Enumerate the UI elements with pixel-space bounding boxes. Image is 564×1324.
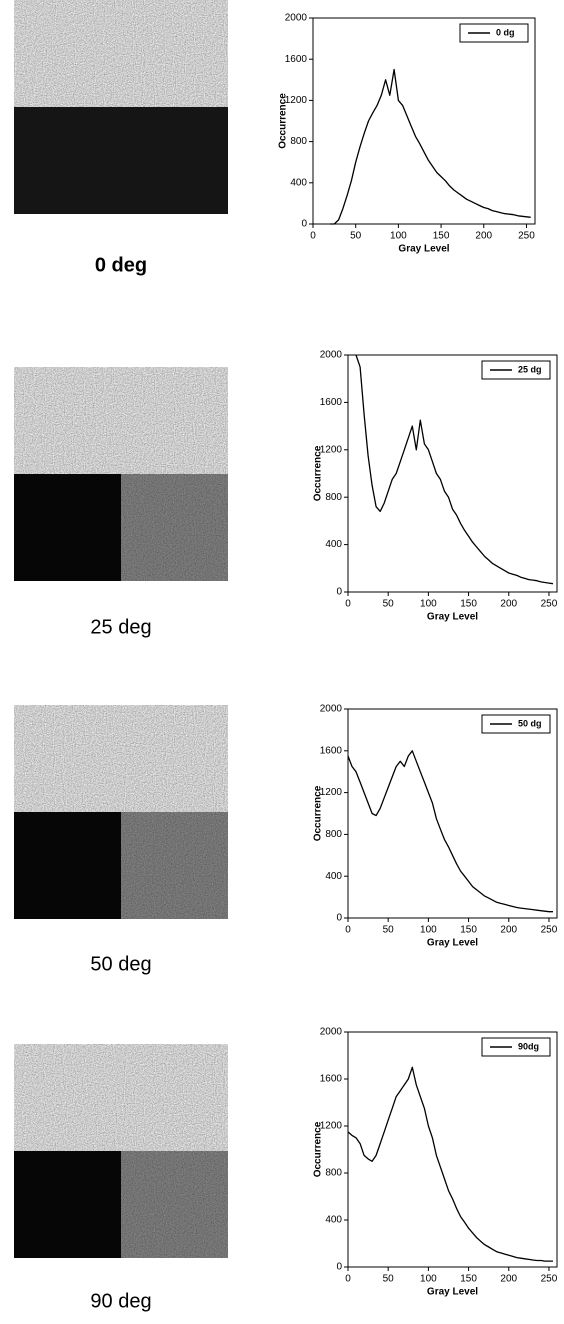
x-tick-label: 0 — [345, 925, 351, 936]
y-tick-label: 1200 — [320, 787, 343, 798]
y-axis-label: Occurrence — [313, 785, 324, 841]
y-tick-label: 400 — [290, 177, 307, 188]
legend-label: 25 dg — [518, 364, 542, 374]
x-tick-label: 50 — [350, 231, 362, 242]
y-tick-label: 1600 — [285, 54, 308, 65]
legend-box — [459, 23, 529, 43]
caption: 50 deg — [90, 953, 151, 975]
image-top — [14, 705, 228, 812]
x-tick-label: 50 — [383, 925, 395, 936]
x-tick-label: 200 — [500, 925, 517, 936]
y-tick-label: 1200 — [320, 444, 343, 455]
plot-frame — [312, 17, 536, 225]
x-tick-label: 250 — [541, 599, 558, 610]
y-tick-label: 400 — [325, 1215, 342, 1226]
y-tick-label: 0 — [336, 587, 342, 598]
x-tick-label: 100 — [420, 925, 437, 936]
image-top — [14, 0, 228, 107]
data-line — [347, 750, 553, 913]
legend-box — [481, 360, 551, 380]
x-tick-label: 250 — [541, 1274, 558, 1285]
legend-label: 90dg — [518, 1041, 539, 1051]
image-top — [14, 1044, 228, 1151]
y-axis-label: Occurrence — [313, 1121, 324, 1177]
x-tick-label: 0 — [310, 231, 316, 242]
y-tick-label: 800 — [325, 829, 342, 840]
x-tick-label: 200 — [475, 231, 492, 242]
legend-box — [481, 714, 551, 734]
caption: 0 deg — [95, 254, 147, 276]
legend-label: 50 dg — [518, 718, 542, 728]
y-axis-label: Occurrence — [313, 445, 324, 501]
image-bottom-left — [14, 1151, 121, 1258]
y-tick-label: 0 — [301, 219, 307, 230]
image-bottom-left — [14, 812, 121, 919]
x-tick-label: 250 — [541, 925, 558, 936]
x-tick-label: 200 — [500, 599, 517, 610]
x-axis-label: Gray Level — [398, 244, 449, 255]
y-tick-label: 400 — [325, 539, 342, 550]
x-axis-label: Gray Level — [427, 938, 478, 949]
y-tick-label: 1200 — [285, 95, 308, 106]
image-bottom-left — [14, 474, 121, 581]
plot-frame — [347, 1031, 558, 1268]
x-tick-label: 100 — [420, 599, 437, 610]
x-tick-label: 0 — [345, 1274, 351, 1285]
x-tick-label: 100 — [420, 1274, 437, 1285]
plot-frame — [347, 708, 558, 919]
x-tick-label: 150 — [433, 231, 450, 242]
y-tick-label: 2000 — [320, 704, 343, 715]
x-tick-label: 0 — [345, 599, 351, 610]
legend-box — [481, 1037, 551, 1057]
x-tick-label: 50 — [383, 599, 395, 610]
y-axis-label: Occurrence — [278, 93, 289, 149]
y-tick-label: 2000 — [285, 13, 308, 24]
x-tick-label: 150 — [460, 1274, 477, 1285]
y-tick-label: 1200 — [320, 1121, 343, 1132]
plot-frame — [347, 354, 558, 593]
y-tick-label: 800 — [325, 492, 342, 503]
x-tick-label: 150 — [460, 925, 477, 936]
data-line — [330, 68, 531, 225]
caption: 90 deg — [90, 1290, 151, 1312]
x-tick-label: 250 — [518, 231, 535, 242]
image-bottom-right — [121, 474, 228, 581]
y-tick-label: 400 — [325, 871, 342, 882]
image-bottom-right — [121, 1151, 228, 1258]
y-tick-label: 0 — [336, 913, 342, 924]
image-bottom — [14, 107, 228, 214]
data-line — [355, 354, 554, 585]
y-tick-label: 2000 — [320, 350, 343, 361]
caption: 25 deg — [90, 616, 151, 638]
x-axis-label: Gray Level — [427, 1287, 478, 1298]
y-tick-label: 1600 — [320, 745, 343, 756]
x-tick-label: 100 — [390, 231, 407, 242]
y-tick-label: 1600 — [320, 397, 343, 408]
y-tick-label: 1600 — [320, 1074, 343, 1085]
x-tick-label: 200 — [500, 1274, 517, 1285]
y-tick-label: 0 — [336, 1262, 342, 1273]
y-tick-label: 2000 — [320, 1027, 343, 1038]
data-line — [347, 1066, 553, 1262]
image-bottom-right — [121, 812, 228, 919]
image-top — [14, 367, 228, 474]
y-tick-label: 800 — [290, 136, 307, 147]
x-tick-label: 150 — [460, 599, 477, 610]
y-tick-label: 800 — [325, 1168, 342, 1179]
x-tick-label: 50 — [383, 1274, 395, 1285]
x-axis-label: Gray Level — [427, 612, 478, 623]
legend-label: 0 dg — [496, 27, 515, 37]
